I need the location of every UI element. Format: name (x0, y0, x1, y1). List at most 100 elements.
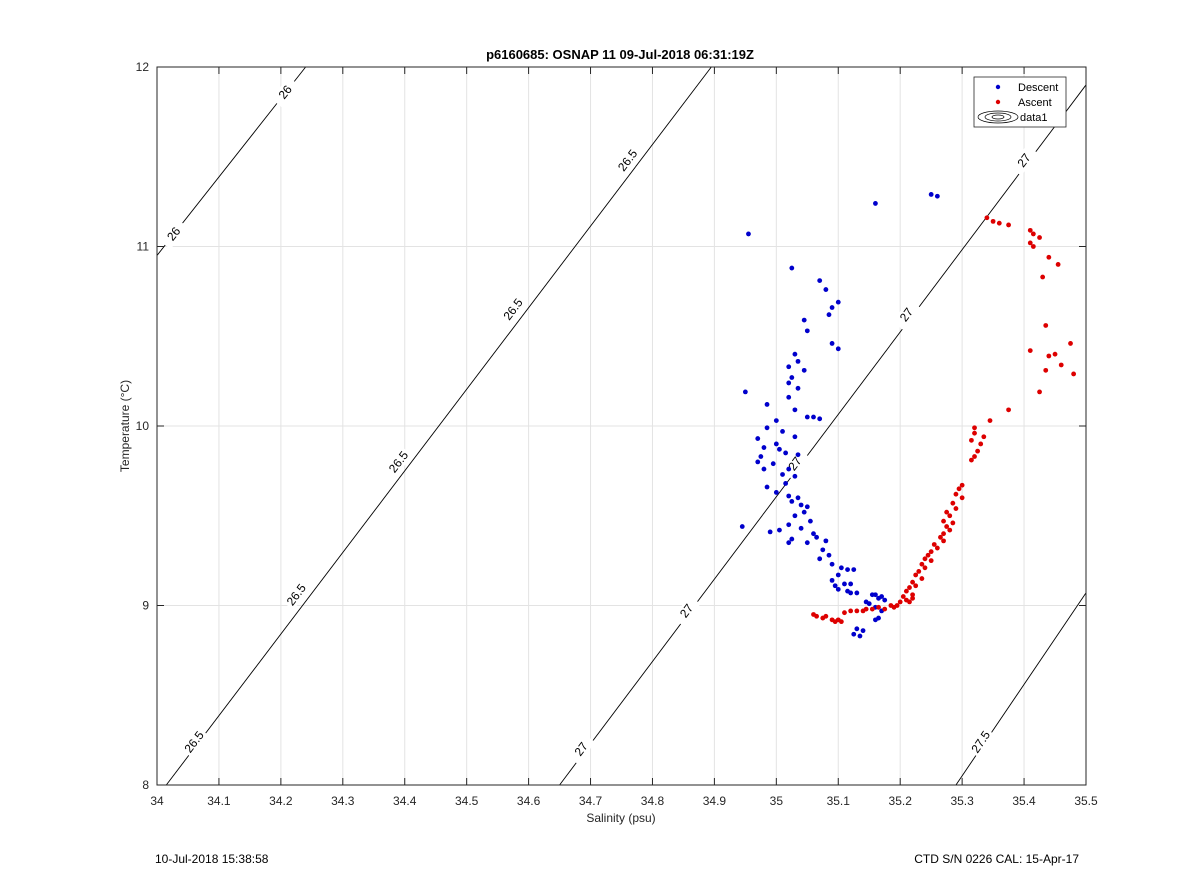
descent-point (928, 192, 934, 197)
descent-point (795, 385, 801, 391)
contour-label-bg (180, 726, 209, 758)
descent-point (742, 389, 748, 395)
legend-label-data1: data1 (1020, 112, 1048, 124)
descent-point (780, 472, 785, 477)
x-tick-label: 34.4 (393, 794, 417, 808)
ascent-point (838, 619, 844, 625)
descent-point (829, 577, 835, 583)
y-tick-label: 8 (142, 778, 149, 792)
y-tick-label: 11 (137, 240, 150, 254)
contour-label-bg (159, 218, 188, 250)
ascent-point (910, 592, 915, 598)
ascent-point (913, 583, 919, 589)
y-tick-label: 12 (136, 60, 150, 74)
ascent-point (823, 613, 829, 619)
descent-point (860, 628, 866, 634)
descent-point (773, 441, 779, 447)
descent-point (829, 561, 835, 567)
y-tick-label: 9 (142, 599, 149, 613)
ascent-point (956, 486, 962, 492)
descent-point (758, 454, 764, 459)
descent-point (795, 495, 801, 501)
ascent-point (984, 215, 990, 221)
descent-point (792, 351, 798, 357)
descent-point (786, 540, 792, 546)
descent-point (764, 484, 770, 490)
descent-point (835, 586, 841, 592)
ascent-point (903, 588, 909, 594)
ascent-point (832, 619, 838, 625)
ascent-point (1006, 407, 1011, 413)
contour-label-bg (892, 299, 921, 331)
descent-point (755, 459, 761, 465)
x-tick-label: 34.6 (517, 794, 541, 808)
ascent-point (1043, 367, 1049, 373)
descent-point (789, 498, 795, 504)
x-tick-label: 34.2 (269, 794, 293, 808)
ascent-point (876, 604, 881, 610)
ascent-point (907, 585, 912, 590)
descent-point (786, 493, 792, 499)
ascent-point (910, 579, 915, 585)
contour-line-27 (559, 84, 1087, 786)
descent-point (817, 278, 823, 284)
legend: Descent Ascent data1 (973, 76, 1067, 128)
ascent-point (972, 425, 977, 431)
descent-point (835, 299, 841, 305)
ascent-point (1055, 262, 1061, 267)
x-tick-label: 35.1 (827, 794, 851, 808)
ascent-point (882, 606, 888, 612)
contour-legend-icon (977, 110, 1019, 124)
descent-point (876, 615, 881, 621)
chart-title: p6160685: OSNAP 11 09-Jul-2018 06:31:19Z (486, 47, 754, 62)
descent-point (835, 346, 841, 352)
ascent-point (953, 491, 959, 497)
descent-point (792, 473, 798, 479)
ascent-point (897, 599, 903, 605)
ascent-point (1030, 244, 1036, 249)
contour-line-27.5 (955, 592, 1087, 786)
ascent-point (860, 608, 866, 614)
descent-point (857, 633, 863, 639)
descent-point (792, 407, 798, 413)
ascent-point (969, 457, 974, 463)
x-tick-label: 34.7 (579, 794, 603, 808)
descent-point (764, 425, 770, 431)
ascent-point (1043, 323, 1049, 328)
descent-point (832, 583, 838, 589)
ascent-point (944, 509, 950, 515)
descent-point (770, 461, 776, 467)
ascent-point (947, 527, 953, 533)
contour-label-bg (780, 448, 809, 480)
contour-label-bg (384, 446, 413, 478)
descent-point (786, 466, 792, 472)
descent-point (746, 231, 751, 237)
descent-point (804, 414, 810, 420)
ascent-point (941, 538, 946, 544)
descent-point (773, 418, 779, 424)
ascent-point (925, 552, 931, 558)
ascent-point (972, 430, 977, 436)
ascent-point (1037, 235, 1042, 240)
ascent-point (907, 599, 912, 605)
descent-point (823, 538, 829, 544)
ascent-point (814, 613, 819, 619)
descent-point (801, 367, 807, 373)
descent-point (854, 626, 860, 632)
x-tick-label: 35.3 (950, 794, 974, 808)
descent-point (767, 529, 773, 535)
descent-point (835, 572, 841, 578)
ascent-point (1068, 341, 1073, 346)
ascent-point (981, 434, 987, 440)
ascent-point (978, 441, 984, 447)
descent-point (786, 380, 792, 386)
contour-label-bg (613, 144, 642, 176)
ascent-point (990, 218, 996, 224)
descent-point (807, 518, 813, 524)
descent-point (838, 565, 844, 571)
x-tick-label: 34.5 (455, 794, 479, 808)
ascent-point (1058, 362, 1064, 368)
descent-point (795, 452, 801, 458)
x-tick-label: 34.3 (331, 794, 355, 808)
